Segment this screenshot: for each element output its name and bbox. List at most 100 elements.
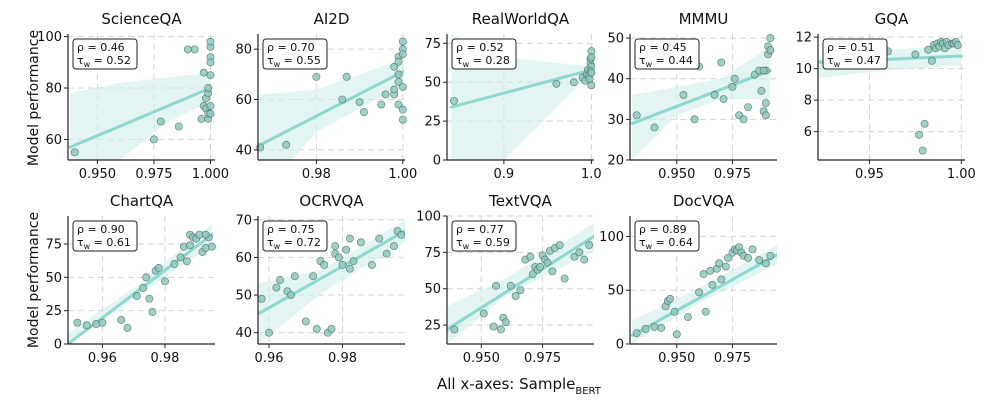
- data-point: [641, 324, 650, 333]
- rho-stat: ρ = 0.89: [639, 223, 687, 236]
- data-point: [142, 273, 151, 282]
- data-point: [570, 252, 579, 261]
- data-point: [501, 318, 510, 327]
- y-tick-label: 100: [599, 230, 624, 245]
- panel-title: DocVQA: [673, 192, 735, 210]
- data-point: [715, 259, 724, 268]
- stats-box: [451, 38, 517, 70]
- data-point: [257, 294, 266, 303]
- rho-stat: ρ = 0.75: [267, 223, 315, 236]
- y-tick-label: 25: [424, 115, 441, 130]
- data-point: [206, 109, 215, 118]
- confidence-band: [68, 224, 212, 344]
- data-point: [342, 245, 351, 254]
- data-point: [398, 105, 407, 114]
- data-point: [334, 253, 343, 262]
- data-point: [710, 91, 719, 99]
- data-point: [207, 242, 216, 251]
- y-tick-label: 12: [795, 31, 812, 46]
- y-tick-label: 25: [424, 319, 441, 334]
- data-point: [355, 98, 364, 106]
- regression-line: [630, 253, 777, 337]
- data-point: [690, 115, 699, 124]
- data-point: [927, 56, 936, 65]
- x-tick-label: 0.975: [714, 351, 751, 366]
- data-point: [748, 245, 757, 254]
- stats-box: [262, 220, 328, 252]
- data-point: [183, 45, 192, 54]
- rho-stat: ρ = 0.90: [77, 223, 125, 236]
- y-tick-label: 75: [424, 246, 441, 261]
- x-tick-label: 0.950: [658, 351, 695, 366]
- data-point: [301, 317, 310, 326]
- y-tick-label: 60: [45, 133, 62, 148]
- y-tick-label: 75: [45, 238, 62, 253]
- y-tick-label: 50: [235, 289, 252, 304]
- data-point: [381, 90, 390, 99]
- data-point: [650, 123, 659, 132]
- data-point: [766, 34, 775, 43]
- x-tick-label: 0.950: [658, 167, 695, 182]
- data-point: [724, 253, 732, 262]
- data-point: [132, 292, 141, 300]
- data-point: [377, 100, 386, 109]
- data-point: [744, 253, 752, 262]
- confidence-band: [818, 45, 962, 79]
- rho-stat: ρ = 0.46: [77, 41, 125, 54]
- data-point: [176, 253, 185, 262]
- regression-line: [258, 70, 405, 147]
- rho-stat: ρ = 0.77: [456, 223, 504, 236]
- data-point: [149, 135, 158, 144]
- tau-stat: τw = 0.52: [77, 54, 131, 69]
- data-point: [666, 294, 675, 303]
- data-point: [701, 307, 710, 316]
- stats-box: [262, 38, 328, 70]
- stats-box: [451, 220, 517, 252]
- data-point: [761, 111, 770, 120]
- data-point: [139, 284, 148, 292]
- y-tick-label: 40: [235, 143, 252, 158]
- x-tick-label: 0.98: [328, 351, 357, 366]
- data-point: [276, 276, 284, 284]
- data-point: [398, 50, 407, 59]
- data-point: [174, 122, 183, 131]
- data-point: [450, 325, 459, 334]
- tau-stat: τw = 0.47: [827, 54, 881, 69]
- data-point: [548, 267, 557, 276]
- data-point: [320, 260, 329, 269]
- x-tick-label: 0.950: [463, 351, 500, 366]
- tau-stat: τw = 0.59: [456, 236, 510, 251]
- data-point: [721, 262, 730, 271]
- data-point: [382, 249, 391, 258]
- data-point: [575, 248, 584, 257]
- y-tick-label: 100: [37, 30, 62, 45]
- y-tick-label: 80: [235, 43, 252, 58]
- data-point: [148, 308, 157, 316]
- data-point: [367, 260, 376, 269]
- panel-title: RealWorldQA: [472, 10, 570, 28]
- data-point: [70, 148, 79, 157]
- y-tick-label: 0: [54, 338, 62, 353]
- data-point: [345, 264, 354, 273]
- data-point: [265, 328, 273, 337]
- data-point: [560, 274, 569, 283]
- data-point: [670, 307, 679, 316]
- tau-stat: τw = 0.44: [639, 54, 693, 69]
- data-point: [657, 323, 666, 332]
- data-point: [511, 292, 520, 300]
- data-point: [552, 79, 561, 88]
- data-point: [390, 85, 399, 94]
- data-point: [197, 114, 206, 123]
- tau-stat: τw = 0.61: [77, 236, 131, 251]
- rho-stat: ρ = 0.52: [456, 41, 504, 54]
- y-tick-label: 50: [424, 76, 441, 91]
- data-point: [390, 242, 398, 251]
- data-point: [199, 68, 208, 77]
- data-point: [161, 277, 169, 286]
- data-point: [450, 96, 458, 105]
- data-point: [739, 115, 748, 124]
- panel-title: AI2D: [314, 10, 350, 28]
